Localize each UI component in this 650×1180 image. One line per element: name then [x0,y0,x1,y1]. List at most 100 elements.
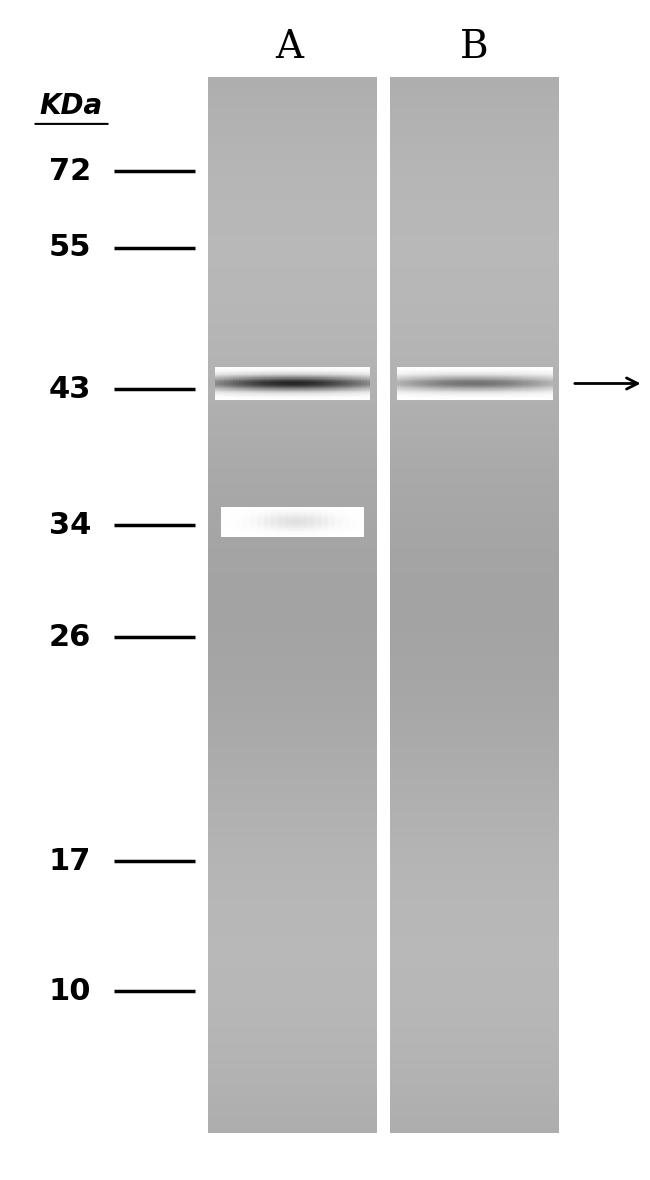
Bar [390,489,559,494]
Bar [307,513,314,514]
Bar [390,192,559,198]
Bar [208,330,377,335]
Bar [208,1007,377,1011]
Bar [390,299,559,303]
Bar [221,524,228,525]
Bar [343,522,350,524]
Bar [307,529,314,530]
Bar [271,520,278,522]
Text: A: A [275,28,304,66]
Bar [321,513,328,514]
Bar [390,525,559,531]
Bar [208,214,377,219]
Bar [390,182,559,188]
Bar [350,520,357,522]
Bar [390,695,559,700]
Bar [208,251,377,256]
Bar [208,689,377,695]
Bar [390,621,559,625]
Bar [350,507,357,509]
Bar [271,514,278,517]
Bar [242,525,250,526]
Bar [390,394,559,399]
Bar [221,532,228,533]
Bar [208,467,377,473]
Bar [208,198,377,203]
Bar [235,513,242,514]
Bar [390,625,559,631]
Bar [307,525,314,526]
Bar [390,753,559,758]
Bar [390,837,559,843]
Bar [321,510,328,512]
Bar [242,531,250,532]
Bar [208,531,377,536]
Bar [250,517,257,518]
Bar [242,536,250,537]
Bar [321,509,328,510]
Bar [390,520,559,525]
Bar [292,518,300,519]
Bar [228,526,235,529]
Bar [314,514,321,517]
Bar [208,320,377,325]
Bar [271,518,278,519]
Bar [208,1022,377,1027]
Bar [242,532,250,533]
Bar [390,642,559,647]
Bar [390,932,559,937]
Bar [335,519,343,520]
Text: 26: 26 [49,623,91,651]
Bar [300,531,307,532]
Bar [228,533,235,536]
Bar [208,457,377,463]
Bar [307,510,314,512]
Text: B: B [460,28,489,66]
Bar [390,917,559,922]
Bar [390,926,559,932]
Bar [208,958,377,964]
Bar [390,1011,559,1017]
Bar [242,510,250,512]
Bar [292,533,300,536]
Bar [250,525,257,526]
Bar [300,522,307,524]
Bar [292,512,300,513]
Bar [390,81,559,87]
Bar [390,77,559,81]
Bar [228,525,235,526]
Bar [343,520,350,522]
Bar [321,525,328,526]
Bar [390,779,559,785]
Bar [300,520,307,522]
Bar [271,536,278,537]
Bar [208,795,377,800]
Bar [208,1128,377,1133]
Bar [357,532,364,533]
Bar [292,526,300,529]
Bar [242,512,250,513]
Bar [208,288,377,293]
Bar [321,514,328,517]
Bar [208,563,377,568]
Bar [208,625,377,631]
Bar [257,513,264,514]
Bar [208,81,377,87]
Bar [350,526,357,529]
Bar [390,1090,559,1096]
Bar [208,273,377,277]
Bar [390,409,559,414]
Bar [390,800,559,806]
Bar [208,789,377,795]
Bar [390,245,559,251]
Bar [221,509,228,510]
Bar [390,87,559,92]
Text: 72: 72 [49,157,91,185]
Bar [257,514,264,517]
Bar [208,209,377,214]
Bar [250,536,257,537]
Bar [390,958,559,964]
Bar [208,431,377,435]
Bar [208,452,377,457]
Bar [390,130,559,135]
